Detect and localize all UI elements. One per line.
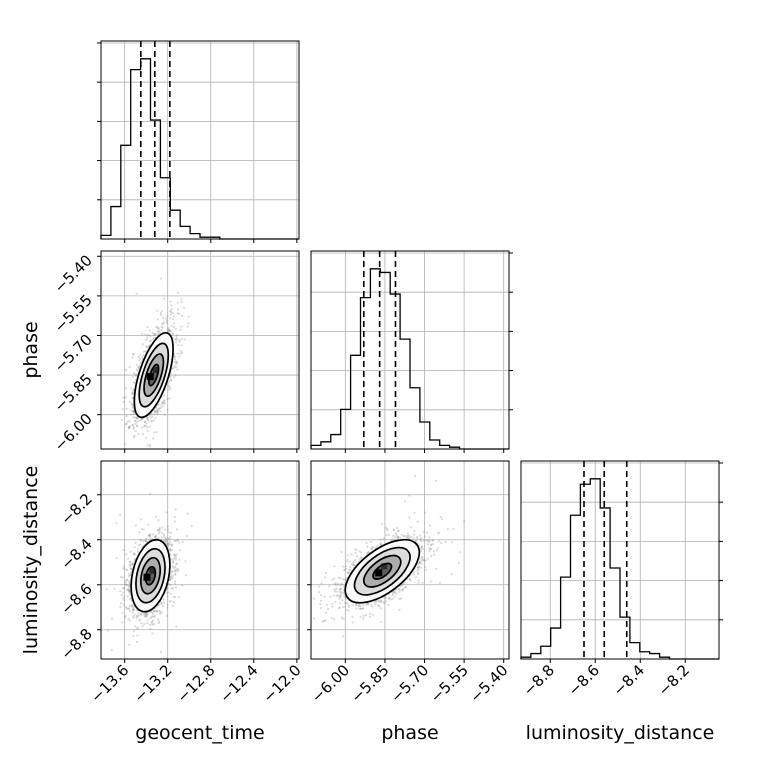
contour-line — [130, 538, 171, 613]
y-tick-label-phase: −5.55 — [51, 291, 96, 336]
x-tick-label-luminosity_distance: −8.2 — [655, 661, 693, 699]
y-tick-label-phase: −5.70 — [51, 331, 96, 376]
y-tick-label-luminosity_distance: −8.6 — [57, 580, 95, 618]
x-tick-label-geocent_time: −13.2 — [130, 661, 175, 706]
y-axis-label-luminosity_distance: luminosity_distance — [20, 466, 42, 655]
contours-luminosity_distance-vs-geocent_time — [130, 538, 171, 613]
x-tick-label-luminosity_distance: −8.4 — [610, 661, 648, 699]
x-tick-label-phase: −5.85 — [348, 661, 393, 706]
x-tick-label-phase: −5.55 — [427, 661, 472, 706]
density-core — [375, 569, 383, 577]
contours-phase-vs-geocent_time — [133, 331, 174, 419]
x-tick-label-geocent_time: −13.6 — [87, 661, 132, 706]
y-axis-label-phase: phase — [20, 321, 42, 378]
density-phase-vs-geocent_time — [134, 332, 174, 418]
density-luminosity_distance-vs-phase — [345, 539, 420, 603]
contour-line — [143, 353, 165, 398]
panel-frame — [310, 250, 510, 450]
contour-line — [133, 331, 174, 419]
density-core — [152, 367, 159, 374]
contour-line — [144, 565, 157, 586]
x-tick-label-geocent_time: −12.8 — [173, 661, 218, 706]
x-axis-label-geocent_time: geocent_time — [135, 722, 264, 744]
panel-frame — [310, 460, 510, 660]
x-axis-label-phase: phase — [381, 722, 438, 744]
panel-frame — [100, 40, 300, 240]
contour-line — [135, 547, 166, 604]
panel-bg-luminosity_distance — [521, 461, 719, 659]
y-tick-label-phase: −5.85 — [51, 370, 96, 415]
density-luminosity_distance-vs-geocent_time — [131, 539, 170, 612]
density-core — [381, 563, 388, 570]
panel-frame — [520, 460, 720, 660]
histogram-luminosity_distance — [520, 478, 719, 660]
x-tick-label-geocent_time: −12.0 — [259, 661, 304, 706]
x-tick-label-phase: −5.40 — [466, 661, 511, 706]
contour-line — [362, 554, 402, 588]
density-core — [143, 573, 151, 581]
y-tick-label-phase: −5.40 — [51, 251, 96, 296]
panel-bg-phase-vs-geocent_time — [101, 251, 299, 449]
histogram-phase — [310, 268, 509, 450]
panel-bg-luminosity_distance-vs-geocent_time — [101, 461, 299, 659]
y-tick-label-luminosity_distance: −8.8 — [57, 625, 95, 663]
x-tick-label-geocent_time: −12.4 — [216, 661, 261, 706]
contour-line — [138, 342, 170, 408]
y-tick-label-phase: −6.00 — [51, 410, 96, 455]
contours-luminosity_distance-vs-phase — [344, 538, 421, 604]
y-tick-label-luminosity_distance: −8.2 — [57, 490, 95, 528]
panel-bg-geocent_time — [101, 41, 299, 239]
x-tick-label-luminosity_distance: −8.8 — [520, 661, 558, 699]
x-tick-label-luminosity_distance: −8.6 — [565, 661, 603, 699]
x-axis-label-luminosity_distance: luminosity_distance — [526, 722, 715, 744]
panel-frame — [100, 250, 300, 450]
density-core — [149, 567, 156, 574]
contour-line — [353, 546, 411, 596]
y-tick-label-luminosity_distance: −8.4 — [57, 535, 95, 573]
x-tick-label-phase: −5.70 — [387, 661, 432, 706]
x-tick-label-phase: −6.00 — [308, 661, 353, 706]
panel-frame — [100, 460, 300, 660]
contour-line — [139, 556, 162, 595]
contour-line — [148, 363, 160, 387]
contour-line — [344, 538, 421, 604]
contour-line — [372, 562, 393, 580]
